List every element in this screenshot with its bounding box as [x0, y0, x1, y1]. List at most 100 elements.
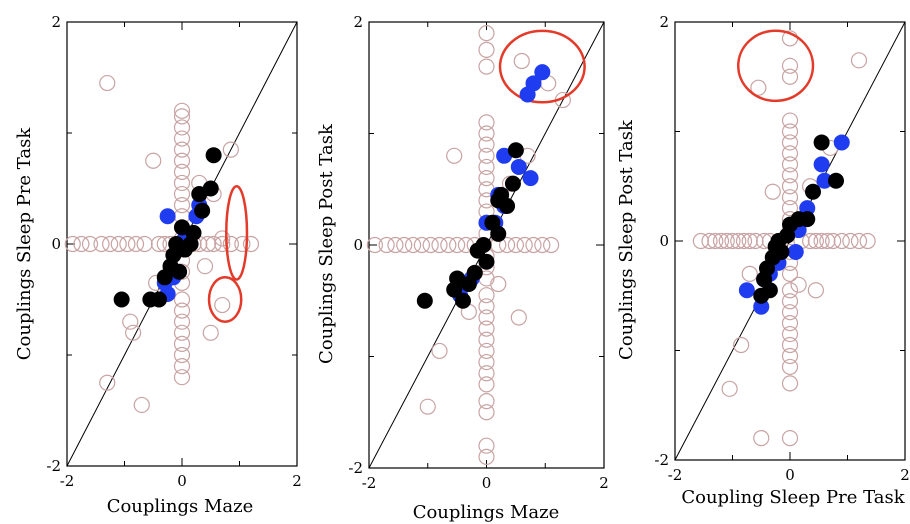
black-point	[205, 147, 222, 164]
hollow-point	[781, 282, 799, 299]
hollow-point	[214, 296, 231, 314]
blue-point	[753, 298, 770, 315]
hollow-point	[730, 232, 747, 250]
highlight-ellipse	[225, 185, 249, 281]
hollow-point	[173, 102, 191, 119]
hollow-point	[802, 232, 819, 250]
x-tick-label: 0	[482, 474, 492, 492]
hollow-point	[781, 358, 799, 376]
hollow-point	[781, 325, 799, 343]
black-point	[171, 263, 188, 280]
black-point	[174, 219, 190, 236]
hollow-point	[173, 369, 191, 386]
black-point	[191, 186, 208, 203]
hollow-point	[99, 74, 116, 92]
hollow-point	[242, 235, 260, 253]
hollow-point	[741, 265, 758, 282]
hollow-point	[478, 353, 495, 371]
black-point	[813, 134, 830, 151]
black-point	[455, 292, 471, 309]
hollow-point	[478, 331, 495, 348]
hollow-point	[173, 324, 191, 341]
blue-point	[813, 156, 830, 173]
scatter-panel-pre-vs-maze: -2 0 2 2 0 -2 Couplings Maze Couplings Sleep Pr…	[14, 13, 302, 517]
hollow-point	[781, 375, 799, 392]
scatter-panel-post-vs-pre: -2 0 2 2 0 -2 Coupling Sleep Pre Task Couplings…	[616, 13, 910, 508]
x-tick-label: 0	[785, 466, 795, 484]
hollow-point	[850, 52, 868, 69]
hollow-point	[781, 293, 799, 310]
hollow-point	[478, 147, 495, 164]
hollow-point	[125, 324, 142, 341]
hollow-point	[781, 336, 799, 354]
hollow-point	[387, 236, 404, 254]
blue-point	[833, 134, 850, 151]
black-point	[507, 142, 524, 159]
hollow-point	[449, 236, 466, 254]
hollow-point	[99, 374, 116, 391]
hollow-point	[781, 57, 799, 74]
hollow-point	[507, 236, 524, 254]
hollow-point	[490, 275, 507, 293]
black-point	[475, 237, 492, 253]
black-point	[828, 172, 844, 189]
hollow-point	[478, 393, 495, 410]
hollow-point	[534, 236, 551, 254]
hollow-point	[478, 170, 495, 187]
hollow-point	[150, 235, 168, 253]
x-tick-label: -2	[60, 472, 75, 490]
x-tick-label: 2	[599, 474, 609, 492]
hollow-point	[422, 236, 439, 254]
blue-point	[522, 170, 539, 187]
hollow-point	[478, 320, 495, 337]
hollow-point	[718, 232, 735, 250]
hollow-point	[173, 346, 191, 364]
highlight-ellipse	[737, 29, 815, 103]
hollow-point	[807, 282, 824, 299]
hollow-point	[781, 265, 799, 282]
hollow-point	[173, 108, 191, 125]
hollow-point	[543, 236, 560, 254]
hollow-point	[790, 276, 807, 293]
hollow-point	[122, 313, 139, 330]
hollow-point	[701, 232, 718, 250]
x-tick-label: 0	[177, 472, 187, 490]
hollow-point	[813, 232, 830, 250]
hollow-point	[819, 232, 836, 250]
y-tick-label: 2	[659, 13, 669, 31]
hollow-point	[440, 236, 457, 254]
black-point	[449, 270, 466, 287]
blue-point	[159, 208, 176, 225]
hollow-point	[478, 114, 495, 131]
hollow-point	[431, 236, 448, 254]
blue-point	[534, 64, 551, 81]
y-tick-label: 0	[51, 235, 61, 253]
hollow-point	[747, 232, 764, 250]
black-point	[113, 291, 130, 308]
hollow-point	[205, 235, 222, 253]
black-point	[761, 282, 778, 299]
scatter-panel-post-vs-maze: -2 0 2 2 0 -2 Couplings Maze Couplings Sleep Po…	[316, 13, 609, 523]
hollow-point	[196, 258, 214, 275]
hollow-point	[807, 232, 824, 250]
hollow-point	[234, 235, 251, 253]
hollow-point	[764, 183, 781, 200]
hollow-point	[781, 167, 799, 184]
hollow-point	[735, 232, 753, 250]
hollow-point	[222, 235, 239, 253]
hollow-point	[833, 232, 850, 250]
hollow-point	[478, 376, 495, 393]
hollow-point	[119, 235, 136, 253]
hollow-point	[781, 156, 799, 173]
hollow-point	[750, 79, 767, 96]
hollow-point	[431, 342, 448, 360]
hollow-point	[478, 58, 495, 75]
black-point	[799, 211, 816, 228]
hollow-point	[173, 302, 191, 319]
hollow-point	[781, 315, 799, 332]
black-point	[805, 183, 821, 200]
hollow-point	[842, 232, 859, 250]
x-tick-label: 2	[292, 472, 302, 490]
hollow-point	[781, 178, 799, 195]
hollow-point	[478, 125, 495, 142]
